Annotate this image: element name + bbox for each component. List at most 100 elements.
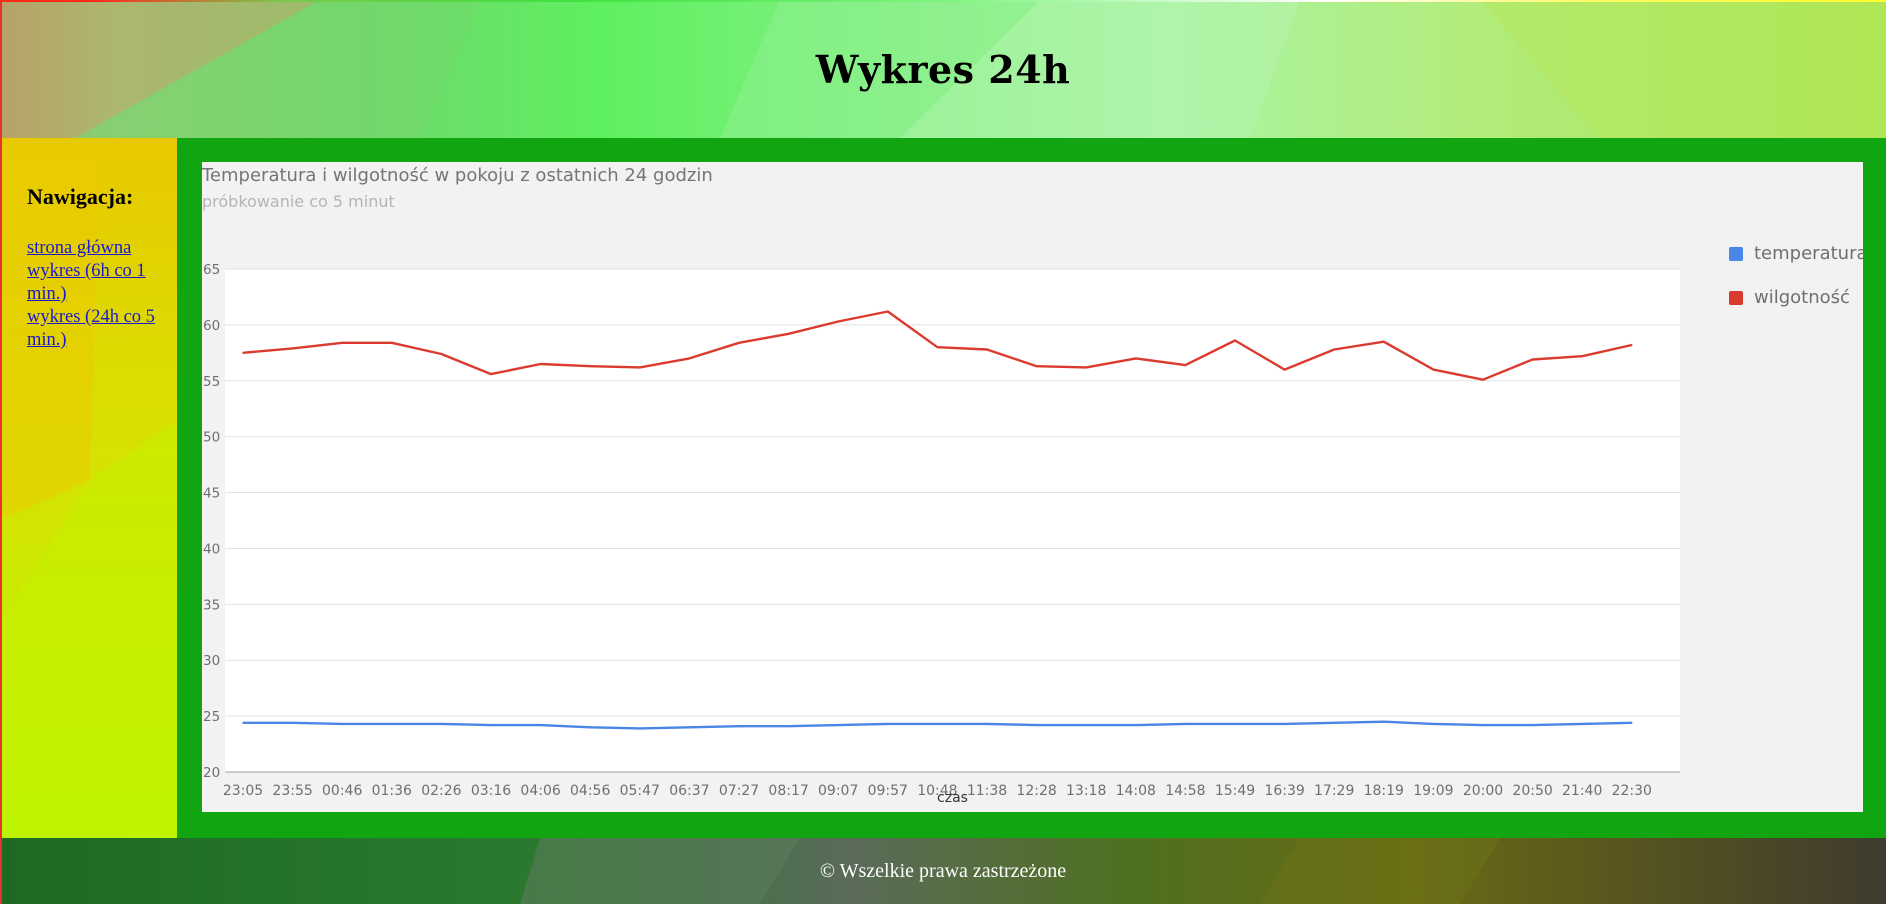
x-tick-label: 21:40 [1562,783,1602,799]
data-point [589,365,591,368]
data-point [738,725,740,727]
x-tick-label: 09:57 [868,783,908,799]
x-tick-label: 09:07 [818,783,858,799]
data-point [1035,724,1038,726]
x-tick-label: 12:28 [1016,783,1056,799]
data-point [887,310,889,313]
page-footer: © Wszelkie prawa zastrzeżone [0,838,1886,904]
top-edge-stripe [0,0,1886,2]
data-point [688,357,691,360]
legend-label: temperatura [1754,243,1863,264]
x-tick-label: 20:50 [1512,783,1552,799]
data-point [391,723,393,725]
chart-card: 20 25 30 35 40 45 50 55 60 65 23:05 23:55 00:46 01:36… [202,162,1863,812]
y-tick-label: 55 [203,374,220,390]
data-point [1085,724,1087,726]
x-tick-label: 14:08 [1116,783,1156,799]
data-point [1631,344,1633,346]
data-point [539,724,542,726]
data-point [986,348,988,351]
data-point [440,353,443,355]
data-point [787,333,790,335]
x-tick-label: 01:36 [372,783,412,799]
nav-link-chart-6h[interactable]: wykres (6h co 1 min.) [27,261,146,304]
data-point [688,726,691,729]
data-point [1035,365,1038,368]
data-point [490,724,492,726]
data-point [1581,355,1583,357]
data-point [1135,724,1137,726]
chart-title: Temperatura i wilgotność w pokoju z osta… [202,165,713,186]
data-point [1581,723,1583,725]
data-point [490,373,492,375]
data-point [341,723,343,725]
y-tick-label: 20 [203,765,220,781]
data-point [986,723,988,725]
x-tick-label: 20:00 [1463,783,1503,799]
data-point [1283,368,1286,371]
x-tick-label: 11:38 [967,783,1007,799]
data-point [391,341,393,344]
data-point [639,727,641,730]
x-tick-label: 23:05 [223,783,263,799]
sidebar-navigation: Nawigacja: strona główna wykres (6h co 1… [0,138,177,838]
data-point [1234,723,1236,725]
data-point [291,347,294,350]
x-tick-label: 00:46 [322,783,362,799]
data-point [539,363,542,365]
y-tick-label: 25 [203,709,220,725]
data-point [1383,340,1385,343]
x-tick-label: 02:26 [421,783,461,799]
y-tick-label: 60 [203,318,220,334]
x-tick-label: 04:56 [570,783,610,799]
nav-links: strona główna wykres (6h co 1 min.) wykr… [27,237,162,352]
nav-link-chart-24h[interactable]: wykres (24h co 5 min.) [27,307,155,350]
chart-subtitle: próbkowanie co 5 minut [202,192,395,211]
nav-heading: Nawigacja: [27,184,134,209]
x-tick-label: 13:18 [1066,783,1106,799]
y-tick-label: 65 [203,262,220,278]
data-point [341,341,343,344]
data-point [1531,358,1534,361]
x-tick-label: 07:27 [719,783,759,799]
data-point [1631,722,1633,724]
data-point [1283,723,1286,725]
x-tick-label: 17:29 [1314,783,1354,799]
y-tick-label: 30 [203,653,220,669]
nav-link-home[interactable]: strona główna [27,238,132,258]
plot-area [225,269,1680,772]
data-point [837,320,839,323]
data-point [291,722,294,724]
data-point [1432,368,1435,371]
x-axis-label: czas [937,790,968,806]
data-point [936,723,939,725]
x-tick-label: 05:47 [620,783,660,799]
page-title: Wykres 24h [815,46,1071,92]
data-point [837,724,839,726]
data-point [936,346,939,349]
data-point [639,366,641,369]
copyright-text: © Wszelkie prawa zastrzeżone [819,859,1067,882]
y-tick-label: 40 [203,541,220,557]
x-tick-label: 18:19 [1364,783,1404,799]
data-point [1531,724,1534,726]
data-point [1184,364,1187,366]
data-point [1085,366,1087,369]
data-point [1432,723,1435,725]
x-tick-label: 03:16 [471,783,511,799]
data-point [440,723,443,725]
y-tick-label: 50 [203,430,220,446]
data-point [1333,348,1335,351]
x-tick-label: 16:39 [1264,783,1304,799]
data-point [589,726,591,729]
x-tick-label: 22:30 [1612,783,1652,799]
data-point [1135,357,1137,360]
x-tick-label: 06:37 [669,783,709,799]
x-tick-label: 04:06 [520,783,560,799]
data-point [738,341,740,344]
left-edge-stripe [0,0,2,904]
data-point [242,352,244,354]
main-content: 20 25 30 35 40 45 50 55 60 65 23:05 23:55 00:46 01:36… [177,138,1886,838]
data-point [1482,378,1484,381]
